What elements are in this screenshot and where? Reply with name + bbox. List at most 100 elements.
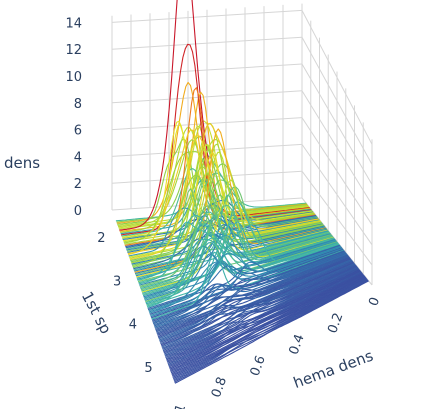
- grid-line: [111, 90, 303, 104]
- density-curve: [132, 174, 324, 267]
- z-tick-label: 6: [74, 124, 82, 139]
- density-curve: [126, 172, 318, 250]
- density-curve: [143, 239, 336, 299]
- density-curve: [157, 257, 351, 336]
- density-curve: [141, 179, 334, 293]
- grid-line: [111, 9, 303, 23]
- density-curve: [165, 268, 360, 359]
- density-curve: [145, 241, 339, 305]
- density-curve: [152, 250, 345, 322]
- density-curve: [164, 266, 358, 355]
- density-curve: [140, 223, 333, 290]
- grid-line: [111, 36, 303, 50]
- density-curve: [162, 264, 356, 350]
- density-curve: [148, 246, 342, 313]
- density-curve: [146, 232, 339, 306]
- density-curve: [161, 263, 356, 349]
- x-tick-label: 0.2: [325, 311, 346, 336]
- density-curves: [115, 0, 369, 384]
- density-curve: [157, 257, 351, 338]
- density-curve: [151, 250, 345, 321]
- density-curve: [165, 268, 360, 360]
- density-curve: [141, 215, 334, 292]
- z-axis-title: dens: [4, 154, 40, 172]
- y-axis-title: 1st sp: [78, 288, 115, 337]
- density-curve: [126, 203, 318, 251]
- density-curve: [171, 275, 366, 375]
- z-tick-label: 0: [74, 204, 82, 219]
- x-tick-label: 0: [366, 295, 383, 308]
- grid-line: [301, 63, 373, 185]
- density-curve: [138, 221, 331, 285]
- density-curve: [174, 280, 369, 384]
- density-curve: [156, 256, 350, 334]
- density-curve: [161, 263, 355, 348]
- grid-line: [301, 170, 373, 266]
- density-curve: [133, 194, 326, 271]
- density-curve: [130, 173, 322, 262]
- density-curve: [139, 205, 332, 287]
- density-curve: [172, 278, 368, 380]
- density-curve: [123, 151, 315, 244]
- grid-line: [301, 10, 373, 145]
- density-curve: [144, 234, 337, 300]
- density-curve: [147, 245, 341, 311]
- density-curve: [154, 254, 348, 329]
- density-curve: [168, 272, 363, 368]
- grid-line: [301, 36, 373, 165]
- density-curve: [147, 244, 341, 310]
- y-tick-label: 4: [129, 318, 137, 333]
- density-curve: [118, 120, 309, 229]
- density-curve: [159, 260, 354, 343]
- grid-line: [301, 90, 373, 205]
- z-tick-label: 2: [74, 177, 82, 192]
- density-curve: [155, 255, 350, 333]
- density-curve: [153, 252, 347, 326]
- density-curve: [158, 259, 353, 341]
- x-tick-label: 1: [172, 402, 189, 409]
- density-curve: [142, 213, 335, 296]
- density-curve: [150, 248, 344, 318]
- density-curve: [166, 270, 361, 363]
- density-curve: [155, 254, 349, 331]
- density-curve: [135, 186, 328, 276]
- density-curve: [139, 233, 332, 286]
- density-curve: [173, 279, 369, 382]
- density-curve: [150, 247, 343, 317]
- z-tick-label: 10: [65, 70, 82, 85]
- density-curve: [173, 278, 368, 381]
- density-curve: [146, 224, 340, 307]
- grid-line: [301, 144, 373, 246]
- density-curve: [129, 151, 321, 259]
- x-tick-label: 0.8: [209, 375, 230, 400]
- density-curve: [169, 274, 364, 371]
- z-tick-label: 4: [74, 150, 82, 165]
- z-tick-label: 14: [65, 16, 82, 31]
- density-curve: [149, 247, 343, 315]
- density-curve: [149, 246, 342, 314]
- density-curve: [170, 274, 365, 373]
- density-curve: [134, 224, 326, 272]
- x-tick-label: 0.4: [287, 332, 308, 357]
- density-curve: [172, 277, 367, 377]
- density-curve: [158, 259, 352, 340]
- density-curve: [164, 266, 359, 356]
- y-tick-label: 5: [144, 361, 152, 376]
- density-curve: [162, 264, 357, 352]
- grid-line: [111, 63, 303, 77]
- z-tick-label: 12: [65, 43, 82, 58]
- x-axis-title: hema dens: [291, 347, 376, 392]
- density-curve: [117, 127, 309, 228]
- density-curve: [136, 201, 329, 279]
- density-curve: [153, 252, 347, 327]
- z-tick-label: 8: [74, 97, 82, 112]
- density-curve: [124, 143, 316, 245]
- density-curve: [169, 273, 364, 369]
- density-curve: [150, 249, 344, 319]
- density-curve: [167, 271, 362, 366]
- density-curve: [127, 122, 319, 255]
- density-curve: [126, 163, 318, 252]
- density-curve: [169, 273, 364, 370]
